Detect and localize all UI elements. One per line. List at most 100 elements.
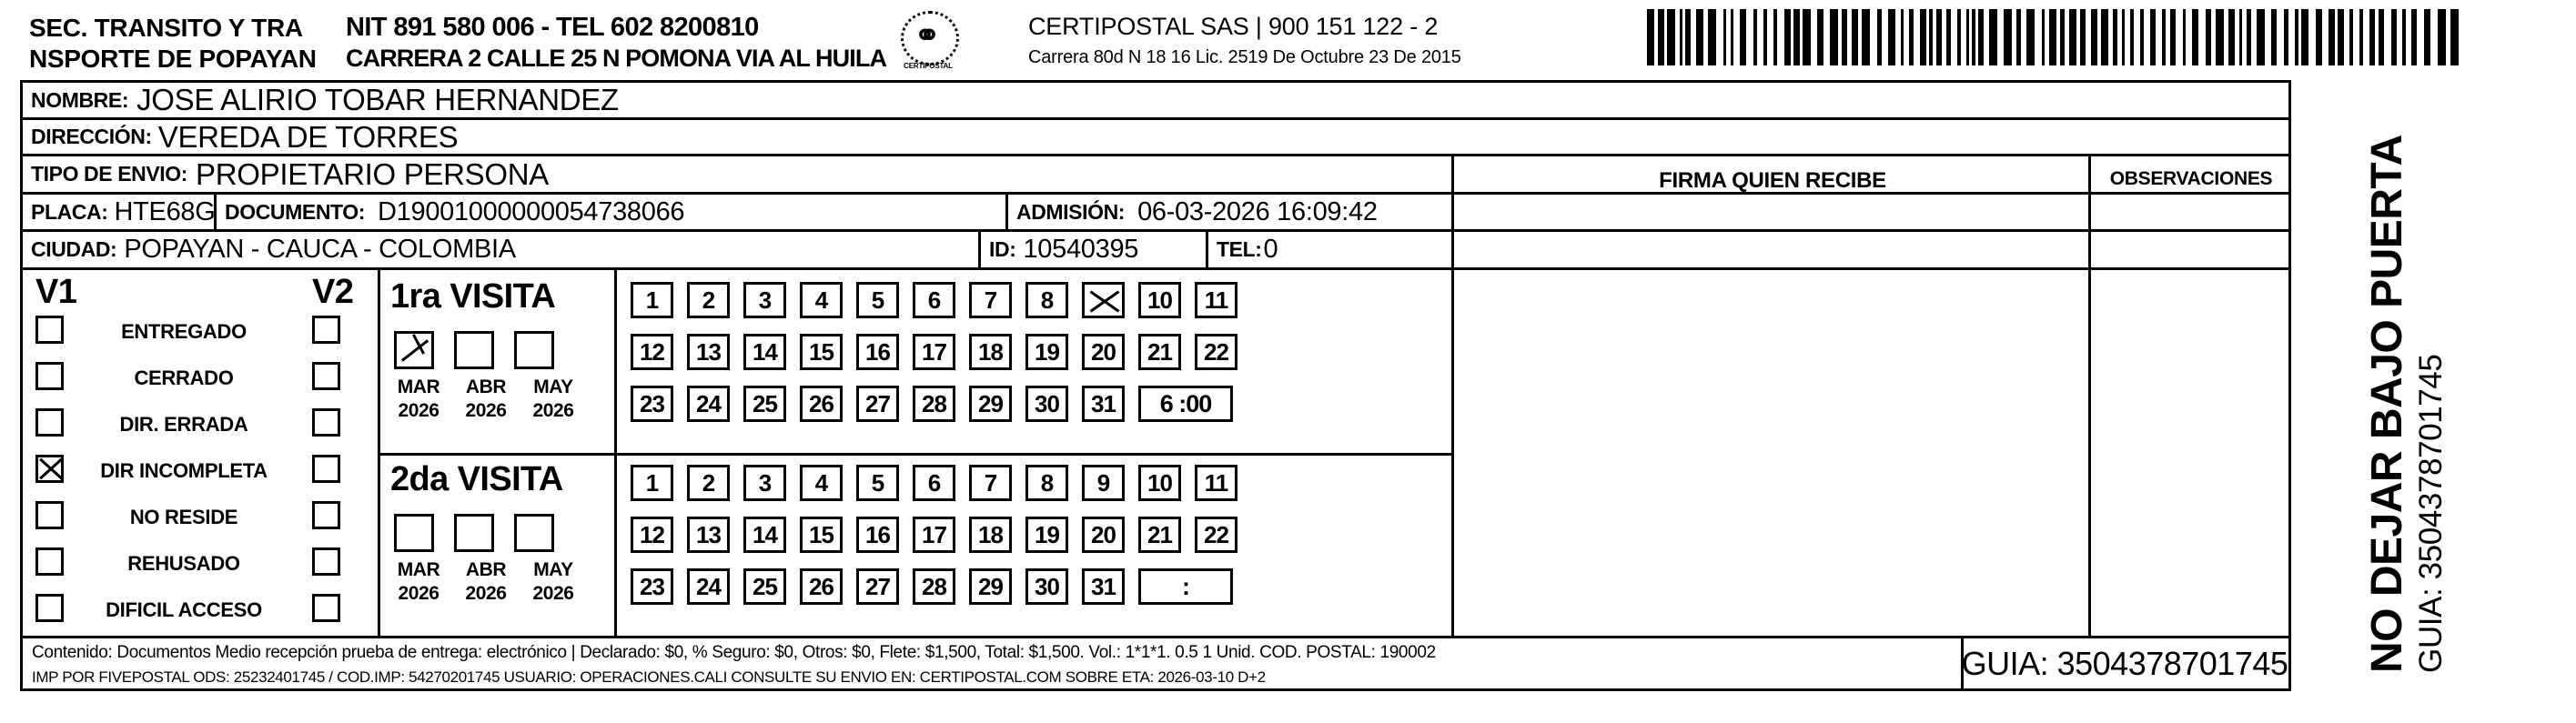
month-checkbox[interactable] [394,331,434,369]
day-checkbox[interactable]: 25 [743,386,786,422]
day-checkbox[interactable]: 4 [800,282,843,318]
month-checkbox[interactable] [454,331,494,369]
delivery-time-box[interactable]: : [1138,568,1233,605]
day-checkbox[interactable]: 23 [631,568,673,605]
day-checkbox[interactable]: 5 [856,465,899,501]
day-checkbox[interactable]: 13 [687,334,730,370]
day-checkbox[interactable]: 27 [856,386,899,422]
day-checkbox[interactable]: 5 [856,282,899,318]
day-checkbox[interactable]: 22 [1195,517,1237,553]
day-checkbox[interactable]: 4 [800,465,843,501]
reason-v2-checkbox[interactable] [312,408,340,437]
day-checkbox[interactable]: 30 [1025,568,1068,605]
day-checkbox[interactable]: 17 [913,517,955,553]
day-checkbox[interactable]: 1 [631,282,673,318]
day-checkbox[interactable]: 14 [743,517,786,553]
reason-v1-checkbox[interactable] [35,501,64,529]
day-checkbox[interactable]: 7 [969,465,1012,501]
day-checkbox[interactable]: 23 [631,386,673,422]
reason-v1-checkbox[interactable] [35,547,64,576]
reason-v1-checkbox[interactable] [35,408,64,437]
day-checkbox[interactable]: 21 [1138,334,1181,370]
reason-v1-checkbox[interactable] [35,455,64,483]
day-checkbox[interactable]: 6 [913,282,955,318]
reason-v2-checkbox[interactable] [312,547,340,576]
day-checkbox[interactable]: 26 [800,386,843,422]
day-checkbox[interactable]: 27 [856,568,899,605]
day-checkbox[interactable]: 2 [687,282,730,318]
direccion-value: VEREDA DE TORRES [157,119,459,154]
month-checkbox[interactable] [454,514,494,552]
day-checkbox[interactable]: 28 [913,386,955,422]
barcode-gap [2344,9,2349,65]
day-checkbox[interactable]: 12 [631,517,673,553]
day-checkbox[interactable]: 20 [1082,517,1125,553]
reason-v1-checkbox[interactable] [35,594,64,622]
day-checkbox[interactable]: 28 [913,568,955,605]
day-checkbox[interactable]: 15 [800,334,843,370]
day-checkbox[interactable]: 3 [743,282,786,318]
day-checkbox[interactable]: 13 [687,517,730,553]
barcode-gap [2406,9,2411,65]
day-checkbox[interactable]: 17 [913,334,955,370]
barcode-gap [1926,9,1929,65]
day-checkbox[interactable]: 3 [743,465,786,501]
barcode-gap [2097,9,2101,65]
day-checkbox[interactable]: 10 [1138,282,1181,318]
day-checkbox[interactable]: 11 [1195,282,1237,318]
day-checkbox[interactable] [1082,282,1125,318]
day-checkbox[interactable]: 31 [1082,386,1125,422]
reason-v2-checkbox[interactable] [312,316,340,344]
day-checkbox[interactable]: 29 [969,568,1012,605]
reason-v2-checkbox[interactable] [312,455,340,483]
reason-row: CERRADO [23,355,378,401]
day-checkbox[interactable]: 2 [687,465,730,501]
month-checkbox[interactable] [514,331,554,369]
day-checkbox[interactable]: 6 [913,465,955,501]
day-checkbox[interactable]: 24 [687,568,730,605]
barcode-gap [1997,9,2004,65]
barcode-gap [1675,9,1680,65]
barcode-bar [2424,9,2430,65]
day-checkbox[interactable]: 25 [743,568,786,605]
day-checkbox[interactable]: 9 [1082,465,1125,501]
day-checkbox[interactable]: 19 [1025,517,1068,553]
panel-observaciones[interactable]: OBSERVACIONES [2088,156,2291,638]
day-checkbox[interactable]: 15 [800,517,843,553]
day-checkbox[interactable]: 30 [1025,386,1068,422]
day-checkbox[interactable]: 18 [969,517,1012,553]
day-checkbox[interactable]: 18 [969,334,1012,370]
day-checkbox[interactable]: 14 [743,334,786,370]
day-checkbox[interactable]: 26 [800,568,843,605]
month-checkbox[interactable] [394,514,434,552]
day-checkbox[interactable]: 8 [1025,282,1068,318]
barcode-gap [1858,9,1862,65]
day-checkbox[interactable]: 10 [1138,465,1181,501]
day-checkbox[interactable]: 24 [687,386,730,422]
delivery-time-box[interactable]: 6 :00 [1138,386,1233,422]
reason-v2-checkbox[interactable] [312,362,340,390]
day-checkbox[interactable]: 8 [1025,465,1068,501]
day-checkbox[interactable]: 20 [1082,334,1125,370]
panel-firma[interactable]: FIRMA QUIEN RECIBE [1451,156,2091,638]
barcode-bar [2216,9,2224,65]
day-checkbox[interactable]: 7 [969,282,1012,318]
day-checkbox[interactable]: 19 [1025,334,1068,370]
reason-v1-checkbox[interactable] [35,362,64,390]
reason-v1-checkbox[interactable] [35,316,64,344]
day-checkbox[interactable]: 12 [631,334,673,370]
day-checkbox[interactable]: 1 [631,465,673,501]
day-checkbox[interactable]: 31 [1082,568,1125,605]
month-checkbox[interactable] [514,514,554,552]
day-checkbox[interactable]: 11 [1195,465,1237,501]
day-checkbox[interactable]: 22 [1195,334,1237,370]
barcode-bar [2130,9,2134,65]
day-checkbox[interactable]: 21 [1138,517,1181,553]
day-checkbox[interactable]: 16 [856,517,899,553]
day-checkbox[interactable]: 29 [969,386,1012,422]
barcode-bar [2113,9,2117,65]
barcode-gap [1847,9,1852,65]
day-checkbox[interactable]: 16 [856,334,899,370]
reason-v2-checkbox[interactable] [312,594,340,622]
reason-v2-checkbox[interactable] [312,501,340,529]
